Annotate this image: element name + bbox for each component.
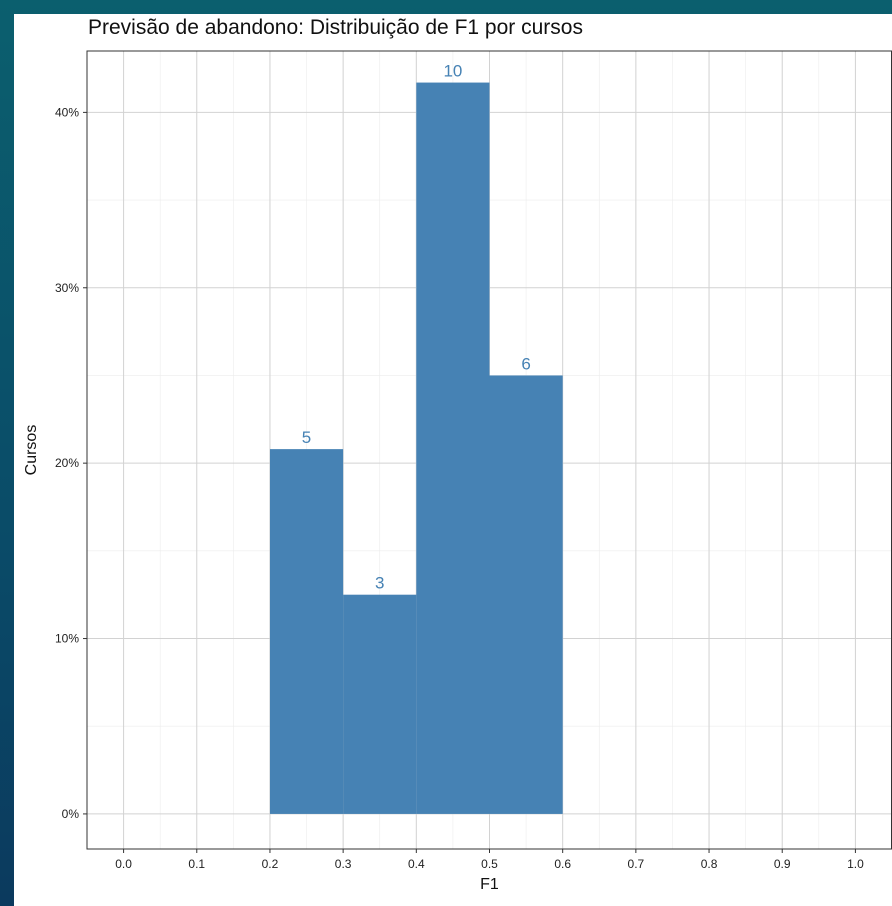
x-tick-label: 0.8	[701, 857, 718, 871]
bar-count-label: 10	[443, 62, 462, 81]
x-tick-label: 0.5	[481, 857, 498, 871]
bar-count-label: 3	[375, 574, 384, 593]
x-tick-label: 0.7	[628, 857, 645, 871]
y-tick-label: 40%	[55, 105, 79, 119]
y-tick-label: 30%	[55, 281, 79, 295]
chart-title: Previsão de abandono: Distribuição de F1…	[88, 16, 583, 39]
x-tick-label: 0.0	[115, 857, 132, 871]
bar-count-label: 6	[521, 354, 530, 373]
y-tick-label: 20%	[55, 456, 79, 470]
x-tick-label: 0.1	[188, 857, 205, 871]
bar-count-label: 5	[302, 428, 311, 447]
y-tick-label: 0%	[62, 807, 80, 821]
x-tick-label: 1.0	[847, 857, 864, 871]
histogram-bar	[343, 594, 417, 814]
x-tick-label: 0.3	[335, 857, 352, 871]
x-tick-label: 0.2	[262, 857, 279, 871]
histogram-bar	[416, 82, 490, 814]
x-tick-label: 0.6	[554, 857, 571, 871]
bars: 5 3 10 6	[269, 62, 563, 814]
x-axis-label: F1	[480, 876, 499, 893]
y-tick-label: 10%	[55, 632, 79, 646]
y-axis-label: Cursos	[23, 425, 40, 476]
histogram-bar	[489, 375, 563, 814]
histogram-bar	[269, 449, 344, 814]
chart-panel: Previsão de abandono: Distribuição de F1…	[14, 14, 892, 906]
tick-labels: 0% 10% 20% 30% 40% 0.0 0.1 0.2 0.3 0.4 0.5 0.6 0.7 0.…	[55, 105, 864, 871]
histogram-chart: 5 3 10 6 0% 10% 20% 30% 40% 0.0 0.1 0.2 0.3 0.4 0.5 0.…	[23, 50, 892, 893]
x-tick-label: 0.4	[408, 857, 425, 871]
x-tick-label: 0.9	[774, 857, 791, 871]
